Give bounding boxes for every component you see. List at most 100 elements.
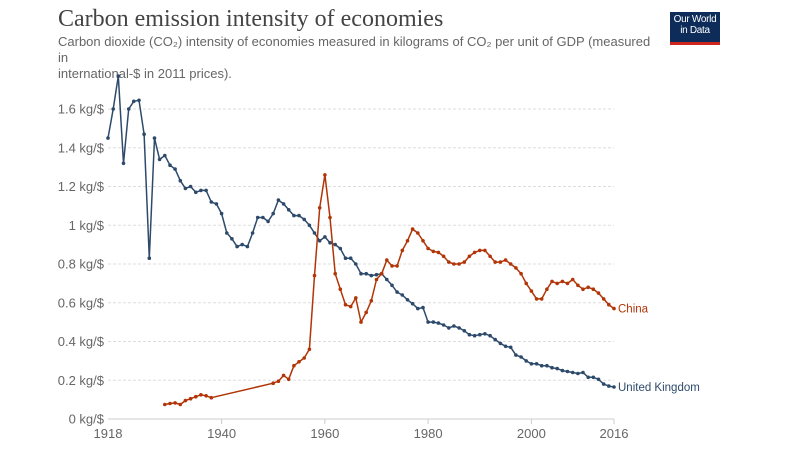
data-point[interactable]	[405, 298, 410, 302]
data-point[interactable]	[493, 260, 498, 264]
data-point[interactable]	[483, 332, 487, 336]
data-point[interactable]	[385, 277, 389, 282]
data-point[interactable]	[271, 381, 276, 386]
data-point[interactable]	[235, 244, 239, 249]
data-point[interactable]	[591, 287, 596, 292]
owid-logo[interactable]: Our World in Data	[670, 12, 720, 45]
data-point[interactable]	[441, 323, 446, 327]
data-point[interactable]	[163, 402, 167, 407]
data-point[interactable]	[612, 385, 616, 389]
data-point[interactable]	[503, 344, 508, 349]
data-point[interactable]	[178, 402, 183, 407]
data-point[interactable]	[462, 329, 467, 333]
data-point[interactable]	[601, 297, 606, 301]
data-point[interactable]	[478, 248, 482, 253]
data-point[interactable]	[126, 107, 131, 111]
data-point[interactable]	[565, 281, 570, 286]
data-point[interactable]	[447, 326, 451, 330]
data-point[interactable]	[514, 266, 518, 270]
data-point[interactable]	[570, 277, 575, 282]
data-point[interactable]	[323, 173, 327, 177]
data-point[interactable]	[581, 287, 585, 292]
data-point[interactable]	[534, 297, 539, 301]
data-point[interactable]	[343, 302, 348, 307]
data-point[interactable]	[452, 324, 456, 328]
data-point[interactable]	[560, 368, 565, 373]
data-point[interactable]	[550, 279, 554, 284]
data-point[interactable]	[194, 394, 198, 399]
data-point[interactable]	[467, 332, 472, 337]
data-point[interactable]	[416, 231, 420, 235]
data-point[interactable]	[121, 161, 126, 166]
data-point[interactable]	[529, 362, 534, 366]
data-point[interactable]	[596, 291, 601, 295]
data-point[interactable]	[281, 202, 286, 206]
data-point[interactable]	[338, 246, 343, 251]
data-point[interactable]	[452, 262, 456, 266]
data-point[interactable]	[591, 375, 596, 380]
data-point[interactable]	[286, 377, 291, 382]
data-point[interactable]	[364, 310, 369, 315]
data-point[interactable]	[416, 306, 420, 311]
data-point[interactable]	[292, 363, 296, 368]
data-point[interactable]	[209, 200, 214, 204]
data-point[interactable]	[348, 304, 353, 309]
data-point[interactable]	[333, 271, 338, 276]
data-point[interactable]	[447, 260, 451, 264]
data-point[interactable]	[483, 248, 487, 253]
data-point[interactable]	[539, 297, 544, 301]
data-point[interactable]	[369, 299, 374, 303]
data-point[interactable]	[297, 213, 301, 218]
data-point[interactable]	[142, 132, 146, 136]
data-point[interactable]	[457, 326, 461, 330]
data-point[interactable]	[462, 260, 467, 264]
data-point[interactable]	[307, 347, 312, 352]
data-point[interactable]	[508, 345, 513, 350]
data-point[interactable]	[132, 99, 136, 104]
data-point[interactable]	[173, 401, 177, 405]
data-point[interactable]	[426, 320, 430, 324]
data-point[interactable]	[601, 382, 606, 386]
data-point[interactable]	[390, 283, 394, 288]
data-point[interactable]	[524, 359, 528, 363]
data-point[interactable]	[312, 231, 317, 235]
data-point[interactable]	[276, 198, 281, 202]
data-point[interactable]	[297, 360, 301, 364]
data-point[interactable]	[111, 107, 115, 111]
data-point[interactable]	[183, 186, 188, 191]
data-point[interactable]	[137, 98, 141, 103]
data-point[interactable]	[302, 356, 307, 360]
data-point[interactable]	[529, 289, 534, 293]
data-point[interactable]	[266, 219, 270, 224]
data-point[interactable]	[410, 301, 415, 306]
data-point[interactable]	[519, 355, 523, 359]
data-point[interactable]	[343, 256, 348, 261]
data-point[interactable]	[467, 254, 472, 259]
data-point[interactable]	[586, 285, 590, 290]
data-point[interactable]	[369, 273, 374, 278]
data-point[interactable]	[395, 290, 399, 294]
data-point[interactable]	[255, 215, 260, 220]
data-point[interactable]	[276, 379, 281, 384]
data-point[interactable]	[581, 370, 585, 375]
data-point[interactable]	[576, 371, 580, 376]
data-point[interactable]	[545, 363, 549, 368]
data-point[interactable]	[261, 215, 265, 220]
data-point[interactable]	[199, 393, 203, 397]
data-point[interactable]	[348, 256, 353, 261]
data-point[interactable]	[395, 264, 399, 268]
data-point[interactable]	[317, 239, 322, 243]
data-point[interactable]	[478, 332, 482, 337]
data-point[interactable]	[307, 223, 312, 228]
data-point[interactable]	[214, 202, 219, 206]
data-point[interactable]	[250, 231, 255, 235]
data-point[interactable]	[328, 240, 332, 245]
data-point[interactable]	[519, 271, 523, 276]
data-point[interactable]	[488, 254, 492, 259]
data-point[interactable]	[524, 281, 528, 286]
data-point[interactable]	[163, 153, 167, 158]
data-point[interactable]	[498, 341, 503, 346]
data-point[interactable]	[431, 249, 436, 254]
data-point[interactable]	[194, 190, 198, 195]
data-point[interactable]	[271, 211, 276, 216]
